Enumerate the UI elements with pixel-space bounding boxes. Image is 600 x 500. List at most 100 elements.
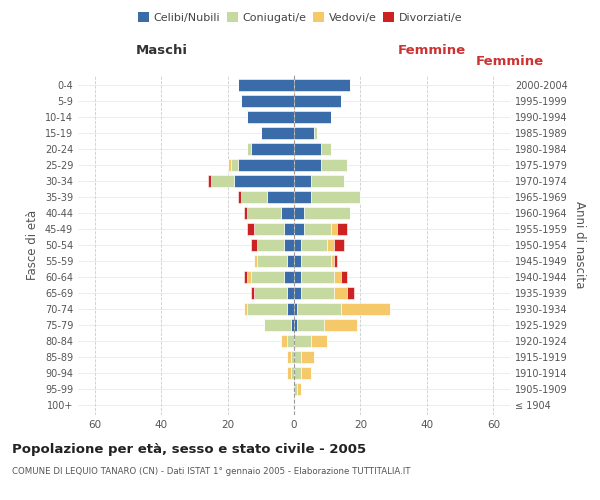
Bar [238,78,294,90]
Text: Maschi: Maschi [136,44,188,57]
Bar [294,287,301,299]
Bar [334,271,341,283]
Bar [341,303,391,315]
Bar [298,319,324,331]
Bar [284,239,294,251]
Bar [334,287,347,299]
Bar [244,303,247,315]
Bar [231,159,238,171]
Bar [241,94,294,106]
Bar [337,223,347,235]
Bar [294,351,301,364]
Bar [257,255,287,267]
Bar [234,175,294,187]
Bar [294,255,301,267]
Bar [290,351,294,364]
Bar [294,223,304,235]
Bar [334,255,337,267]
Bar [281,207,294,219]
Bar [301,239,327,251]
Text: Femmine: Femmine [398,44,466,57]
Bar [254,255,257,267]
Bar [284,223,294,235]
Bar [257,239,284,251]
Bar [324,319,357,331]
Text: Popolazione per età, sesso e stato civile - 2005: Popolazione per età, sesso e stato civil… [12,442,366,456]
Bar [287,351,290,364]
Bar [238,159,294,171]
Bar [294,271,301,283]
Bar [294,110,331,122]
Bar [261,126,294,138]
Bar [247,271,251,283]
Bar [294,159,320,171]
Bar [251,239,257,251]
Bar [294,78,350,90]
Bar [294,126,314,138]
Bar [251,271,284,283]
Bar [301,287,334,299]
Bar [331,255,334,267]
Bar [294,384,298,396]
Bar [301,255,331,267]
Bar [311,191,361,203]
Bar [244,271,247,283]
Bar [247,110,294,122]
Bar [311,335,327,347]
Bar [298,384,301,396]
Bar [254,287,287,299]
Bar [294,303,298,315]
Bar [327,239,334,251]
Bar [287,335,294,347]
Bar [287,368,290,380]
Bar [247,303,287,315]
Bar [334,239,344,251]
Bar [290,368,294,380]
Bar [284,271,294,283]
Bar [320,143,331,155]
Bar [247,207,281,219]
Bar [341,271,347,283]
Bar [290,319,294,331]
Bar [294,335,311,347]
Bar [287,255,294,267]
Bar [294,319,298,331]
Bar [227,159,231,171]
Bar [238,191,241,203]
Text: Femmine: Femmine [476,55,544,68]
Bar [247,223,254,235]
Bar [294,191,311,203]
Y-axis label: Anni di nascita: Anni di nascita [573,202,586,288]
Bar [304,207,350,219]
Bar [294,175,311,187]
Bar [294,143,320,155]
Bar [301,368,311,380]
Bar [331,223,337,235]
Bar [298,303,341,315]
Bar [264,319,290,331]
Bar [294,94,341,106]
Bar [304,223,331,235]
Bar [251,143,294,155]
Bar [254,223,284,235]
Bar [301,271,334,283]
Bar [311,175,344,187]
Bar [294,207,304,219]
Bar [320,159,347,171]
Bar [287,287,294,299]
Bar [211,175,234,187]
Bar [281,335,287,347]
Bar [251,287,254,299]
Bar [294,239,301,251]
Bar [241,191,268,203]
Bar [301,351,314,364]
Bar [268,191,294,203]
Bar [247,143,251,155]
Bar [287,303,294,315]
Y-axis label: Fasce di età: Fasce di età [26,210,39,280]
Bar [347,287,354,299]
Bar [244,207,247,219]
Bar [208,175,211,187]
Bar [294,368,301,380]
Legend: Celibi/Nubili, Coniugati/e, Vedovi/e, Divorziati/e: Celibi/Nubili, Coniugati/e, Vedovi/e, Di… [133,8,467,28]
